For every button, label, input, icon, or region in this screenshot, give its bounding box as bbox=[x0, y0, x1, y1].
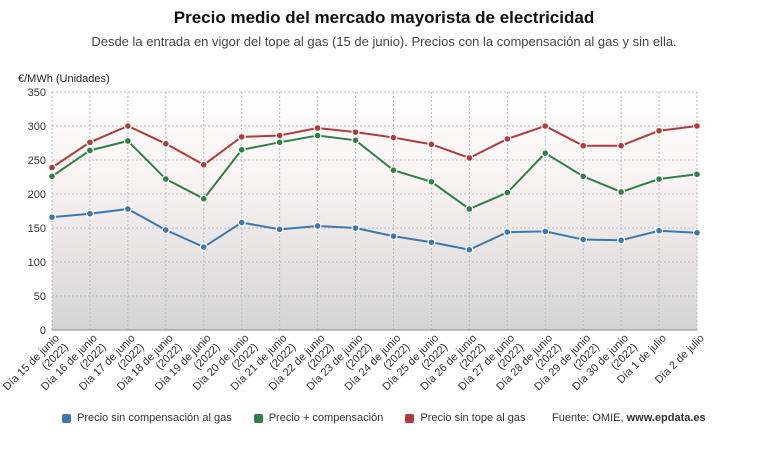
y-tick-label: 250 bbox=[28, 155, 46, 167]
data-point bbox=[123, 121, 132, 130]
y-tick-label: 300 bbox=[28, 121, 46, 133]
data-point bbox=[389, 166, 398, 175]
y-tick-label: 200 bbox=[28, 189, 46, 201]
data-point bbox=[541, 227, 550, 236]
chart-title: Precio medio del mercado mayorista de el… bbox=[173, 8, 595, 27]
data-point bbox=[579, 141, 588, 150]
data-point bbox=[579, 235, 588, 244]
data-point bbox=[541, 121, 550, 130]
series-line bbox=[51, 207, 698, 251]
series-line bbox=[51, 134, 698, 211]
data-point bbox=[123, 204, 132, 213]
legend-label: Precio sin compensación al gas bbox=[77, 412, 232, 424]
data-point bbox=[655, 175, 664, 184]
data-point bbox=[161, 226, 170, 235]
y-tick-label: 150 bbox=[28, 223, 46, 235]
data-point bbox=[237, 132, 246, 141]
data-point bbox=[351, 128, 360, 137]
data-point bbox=[503, 134, 512, 143]
y-tick-label: 350 bbox=[28, 87, 46, 99]
data-point bbox=[351, 136, 360, 145]
data-point bbox=[313, 124, 322, 133]
data-point bbox=[313, 131, 322, 140]
data-point bbox=[579, 172, 588, 181]
data-point bbox=[275, 225, 284, 234]
legend-item[interactable]: Precio sin compensación al gas bbox=[62, 412, 232, 424]
data-point bbox=[85, 209, 94, 218]
source-label: Fuente: OMIE, bbox=[552, 412, 627, 424]
data-point bbox=[427, 238, 436, 247]
source-credit: Fuente: OMIE, www.epdata.es bbox=[552, 412, 706, 424]
data-point bbox=[692, 121, 701, 130]
data-point bbox=[199, 194, 208, 203]
data-point bbox=[389, 133, 398, 142]
data-point bbox=[617, 141, 626, 150]
legend-swatch bbox=[405, 413, 415, 423]
data-point bbox=[692, 170, 701, 179]
data-point bbox=[389, 232, 398, 241]
data-point bbox=[692, 228, 701, 237]
data-point bbox=[237, 218, 246, 227]
data-point bbox=[47, 163, 56, 172]
data-point bbox=[351, 224, 360, 233]
data-point bbox=[199, 160, 208, 169]
y-tick-label: 50 bbox=[34, 291, 46, 303]
legend-label: Precio + compensación bbox=[268, 412, 384, 424]
legend-label: Precio sin tope al gas bbox=[420, 412, 526, 424]
chart-subtitle: Desde la entrada en vigor del tope al ga… bbox=[91, 34, 677, 49]
plot-area bbox=[52, 92, 697, 330]
data-point bbox=[275, 138, 284, 147]
data-point bbox=[427, 140, 436, 149]
data-point bbox=[123, 136, 132, 145]
data-point bbox=[85, 146, 94, 155]
data-point bbox=[465, 245, 474, 254]
legend-swatch bbox=[62, 413, 71, 423]
data-point bbox=[503, 188, 512, 197]
data-point bbox=[161, 175, 170, 184]
data-point bbox=[655, 126, 664, 135]
data-point bbox=[47, 213, 56, 222]
data-point bbox=[275, 131, 284, 140]
source-link[interactable]: www.epdata.es bbox=[626, 412, 706, 424]
data-point bbox=[313, 221, 322, 230]
data-point bbox=[47, 172, 56, 181]
data-point bbox=[503, 228, 512, 237]
data-point bbox=[237, 145, 246, 154]
y-axis-label: €/MWh (Unidades) bbox=[18, 73, 110, 85]
data-point bbox=[617, 236, 626, 245]
data-point bbox=[199, 243, 208, 252]
legend: Precio sin compensación al gas Precio + … bbox=[62, 412, 548, 424]
y-tick-label: 0 bbox=[40, 325, 46, 337]
legend-item[interactable]: Precio sin tope al gas bbox=[405, 412, 526, 424]
data-point bbox=[465, 153, 474, 162]
legend-item[interactable]: Precio + compensación bbox=[253, 412, 384, 424]
y-tick-label: 100 bbox=[28, 257, 46, 269]
series-line bbox=[51, 124, 698, 169]
data-point bbox=[161, 139, 170, 148]
data-point bbox=[465, 204, 474, 213]
data-point bbox=[427, 177, 436, 186]
data-point bbox=[617, 187, 626, 196]
data-point bbox=[655, 226, 664, 235]
data-point bbox=[541, 149, 550, 158]
data-point bbox=[85, 138, 94, 147]
legend-swatch bbox=[253, 413, 263, 423]
